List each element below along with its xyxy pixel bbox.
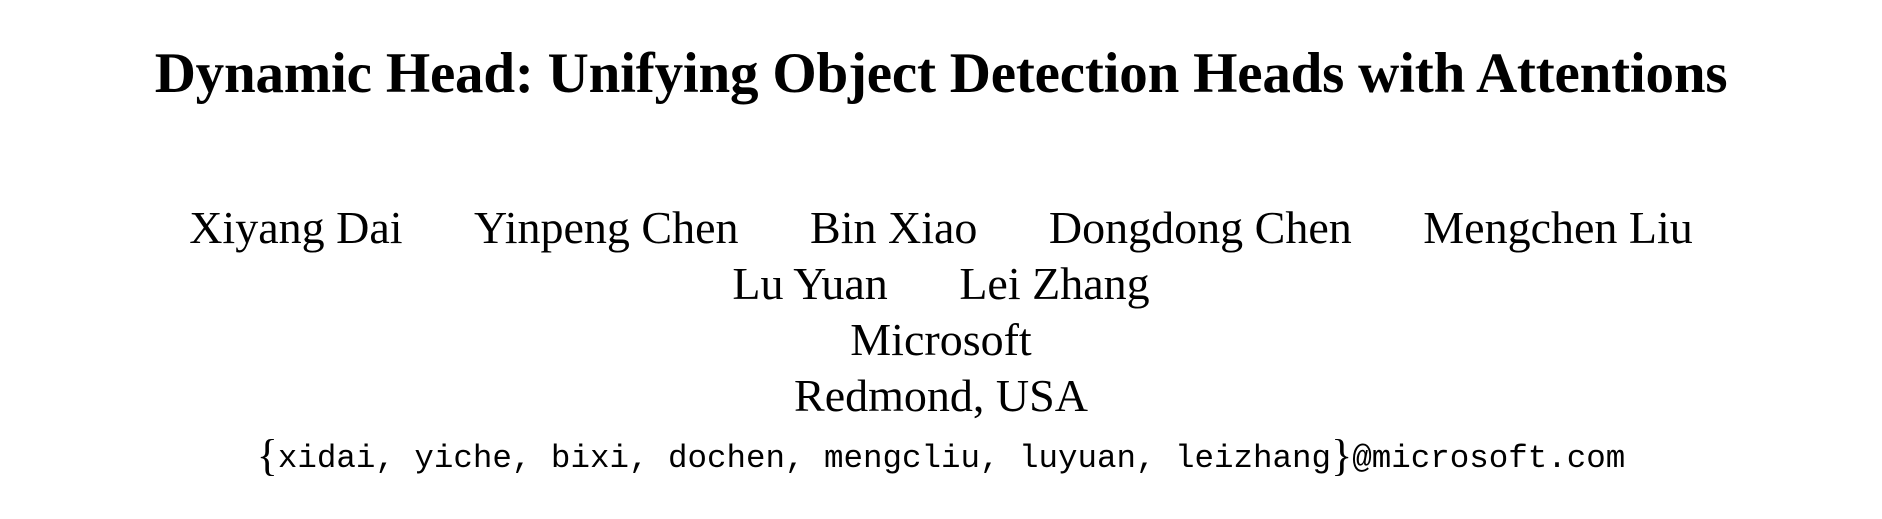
email-domain: @microsoft.com — [1352, 440, 1626, 477]
email-open-brace: { — [256, 431, 278, 480]
paper-title: Dynamic Head: Unifying Object Detection … — [154, 42, 1728, 105]
email-handles: xidai, yiche, bixi, dochen, mengcliu, lu… — [277, 440, 1332, 477]
author-name: Lu Yuan — [732, 258, 888, 309]
author-name: Yinpeng Chen — [474, 202, 739, 253]
author-name: Mengchen Liu — [1423, 202, 1693, 253]
author-list-line-2: Lu Yuan Lei Zhang — [0, 255, 1882, 313]
email-close-brace: } — [1331, 431, 1353, 480]
affiliation: Microsoft — [850, 314, 1032, 365]
author-name: Bin Xiao — [810, 202, 978, 253]
author-emails: {xidai, yiche, bixi, dochen, mengcliu, l… — [0, 434, 1882, 481]
location: Redmond, USA — [794, 370, 1088, 421]
author-name: Lei Zhang — [959, 258, 1150, 309]
author-name: Dongdong Chen — [1048, 202, 1352, 253]
author-name: Xiyang Dai — [189, 202, 403, 253]
author-list-line-1: Xiyang Dai Yinpeng Chen Bin Xiao Dongdon… — [0, 199, 1882, 257]
